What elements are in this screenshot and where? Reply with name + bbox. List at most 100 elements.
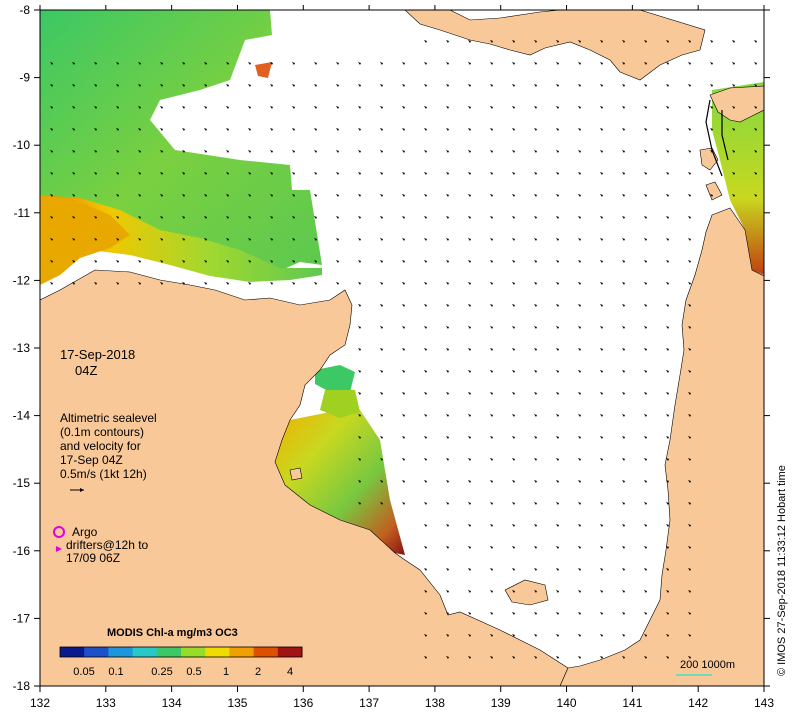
velocity-arrow (732, 194, 735, 197)
velocity-arrow (710, 40, 713, 43)
velocity-arrow (490, 326, 493, 329)
velocity-arrow (512, 216, 515, 219)
velocity-arrow (688, 348, 691, 351)
velocity-arrow (534, 84, 537, 87)
velocity-arrow (600, 502, 603, 505)
velocity-arrow (314, 106, 317, 109)
velocity-arrow (578, 502, 581, 505)
velocity-arrow (534, 546, 537, 549)
velocity-arrow (534, 480, 537, 483)
velocity-arrow (446, 502, 449, 505)
velocity-arrow (380, 480, 383, 483)
velocity-arrow (490, 370, 493, 373)
y-tick-label: -10 (13, 138, 31, 152)
velocity-arrow (688, 216, 691, 219)
velocity-arrow (490, 172, 493, 175)
velocity-arrow (226, 260, 229, 263)
velocity-arrow (600, 106, 603, 109)
velocity-arrow (556, 348, 559, 351)
velocity-arrow (600, 590, 603, 593)
velocity-arrow (358, 128, 361, 131)
velocity-arrow (424, 568, 427, 571)
velocity-arrow (358, 348, 361, 351)
velocity-arrow (72, 238, 75, 241)
velocity-arrow (314, 238, 317, 241)
x-tick-label: 136 (293, 696, 313, 710)
velocity-arrow (644, 172, 647, 175)
velocity-arrow (226, 84, 229, 87)
velocity-vectors (50, 40, 757, 659)
velocity-arrow (446, 634, 449, 637)
velocity-arrow (490, 84, 493, 87)
velocity-arrow (446, 62, 449, 65)
velocity-arrow (468, 612, 471, 615)
velocity-arrow (578, 480, 581, 483)
velocity-arrow (688, 150, 691, 153)
velocity-arrow (402, 282, 405, 285)
velocity-arrow (226, 106, 229, 109)
velocity-arrow (424, 62, 427, 65)
altimetry-note-5: 0.5m/s (1kt 12h) (60, 467, 147, 481)
velocity-arrow (534, 194, 537, 197)
velocity-arrow (314, 172, 317, 175)
velocity-arrow (50, 106, 53, 109)
velocity-arrow (578, 150, 581, 153)
velocity-arrow (512, 172, 515, 175)
velocity-arrow (622, 612, 625, 615)
velocity-arrow (446, 106, 449, 109)
velocity-arrow (534, 458, 537, 461)
velocity-arrow (468, 502, 471, 505)
velocity-arrow (556, 62, 559, 65)
velocity-arrow (600, 326, 603, 329)
colorbar-tick-label: 2 (255, 666, 261, 678)
velocity-arrow (468, 172, 471, 175)
velocity-arrow (380, 282, 383, 285)
velocity-arrow (622, 502, 625, 505)
x-tick-label: 143 (754, 696, 774, 710)
velocity-arrow (754, 106, 757, 109)
x-tick-label: 133 (96, 696, 116, 710)
velocity-arrow (490, 238, 493, 241)
velocity-arrow (446, 458, 449, 461)
velocity-arrow (424, 106, 427, 109)
velocity-arrow (556, 84, 559, 87)
velocity-arrow (270, 84, 273, 87)
velocity-arrow (50, 84, 53, 87)
velocity-arrow (534, 326, 537, 329)
velocity-arrow (556, 172, 559, 175)
velocity-arrow (600, 414, 603, 417)
velocity-arrow (270, 216, 273, 219)
velocity-arrow (600, 194, 603, 197)
velocity-arrow (380, 392, 383, 395)
velocity-arrow (468, 414, 471, 417)
velocity-arrow (468, 458, 471, 461)
velocity-arrow (358, 84, 361, 87)
velocity-arrow (468, 84, 471, 87)
velocity-arrow (204, 128, 207, 131)
velocity-arrow (424, 40, 427, 43)
velocity-arrow (182, 128, 185, 131)
velocity-arrow (622, 414, 625, 417)
velocity-arrow (578, 238, 581, 241)
velocity-arrow (446, 590, 449, 593)
velocity-arrow (402, 370, 405, 373)
velocity-arrow (688, 546, 691, 549)
velocity-arrow (248, 260, 251, 263)
velocity-arrow (490, 348, 493, 351)
colorbar-segment (84, 647, 109, 657)
y-tick-label: -14 (13, 409, 31, 423)
velocity-arrow (358, 304, 361, 307)
velocity-arrow (204, 172, 207, 175)
velocity-arrow (50, 150, 53, 153)
velocity-arrow (512, 84, 515, 87)
velocity-arrow (182, 216, 185, 219)
velocity-arrow (732, 106, 735, 109)
velocity-arrow (116, 84, 119, 87)
velocity-arrow (94, 260, 97, 263)
velocity-arrow (688, 590, 691, 593)
velocity-arrow (424, 458, 427, 461)
velocity-arrow (116, 216, 119, 219)
velocity-arrow (644, 590, 647, 593)
velocity-arrow (512, 568, 515, 571)
